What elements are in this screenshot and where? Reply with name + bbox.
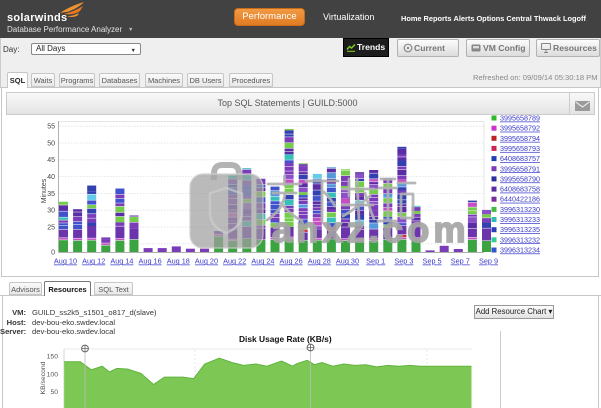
- svg-text:Aug 28: Aug 28: [308, 257, 331, 266]
- svg-text:3995658789: 3995658789: [500, 114, 540, 123]
- svg-text:Sep 7: Sep 7: [451, 257, 470, 266]
- svg-text:45: 45: [47, 157, 55, 164]
- svg-text:35: 35: [47, 191, 55, 198]
- svg-text:30: 30: [47, 208, 55, 215]
- svg-text:25: 25: [47, 224, 55, 231]
- svg-text:3995658790: 3995658790: [500, 174, 540, 183]
- svg-text:Aug 26: Aug 26: [280, 257, 303, 266]
- svg-text:Minutes: Minutes: [41, 178, 48, 203]
- svg-text:3996313233: 3996313233: [500, 215, 540, 224]
- svg-text:Aug 18: Aug 18: [167, 257, 190, 266]
- svg-text:anxz.com: anxz.com: [272, 209, 470, 250]
- svg-text:KB/second: KB/second: [40, 361, 47, 394]
- svg-text:55: 55: [47, 124, 55, 131]
- svg-text:Aug 22: Aug 22: [223, 257, 246, 266]
- svg-text:Sep 5: Sep 5: [423, 257, 442, 266]
- svg-text:Aug 14: Aug 14: [110, 257, 133, 266]
- svg-text:3995658793: 3995658793: [500, 144, 540, 153]
- svg-text:3995658794: 3995658794: [500, 134, 540, 143]
- svg-text:40: 40: [47, 174, 55, 181]
- svg-text:100: 100: [47, 371, 59, 378]
- svg-text:6440422186: 6440422186: [500, 195, 540, 204]
- svg-text:Sep 1: Sep 1: [366, 257, 385, 266]
- svg-text:3995658791: 3995658791: [500, 164, 540, 173]
- svg-text:6408683757: 6408683757: [500, 154, 540, 163]
- svg-text:50: 50: [47, 140, 55, 147]
- svg-text:3996313232: 3996313232: [500, 235, 540, 244]
- svg-text:Aug 16: Aug 16: [139, 257, 162, 266]
- svg-text:Aug 12: Aug 12: [82, 257, 105, 266]
- svg-text:50: 50: [50, 389, 58, 396]
- svg-text:3996313235: 3996313235: [500, 225, 540, 234]
- svg-text:3996313230: 3996313230: [500, 205, 540, 214]
- svg-text:6408683758: 6408683758: [500, 185, 540, 194]
- svg-text:3995658792: 3995658792: [500, 124, 540, 133]
- svg-text:Aug 10: Aug 10: [54, 257, 77, 266]
- svg-text:150: 150: [47, 354, 59, 361]
- svg-text:Sep 9: Sep 9: [479, 257, 498, 266]
- svg-text:0: 0: [51, 250, 55, 257]
- svg-text:3996313234: 3996313234: [500, 245, 540, 254]
- svg-text:Aug 24: Aug 24: [251, 257, 274, 266]
- svg-text:Sep 3: Sep 3: [394, 257, 413, 266]
- svg-text:Aug 30: Aug 30: [336, 257, 359, 266]
- svg-text:Aug 20: Aug 20: [195, 257, 218, 266]
